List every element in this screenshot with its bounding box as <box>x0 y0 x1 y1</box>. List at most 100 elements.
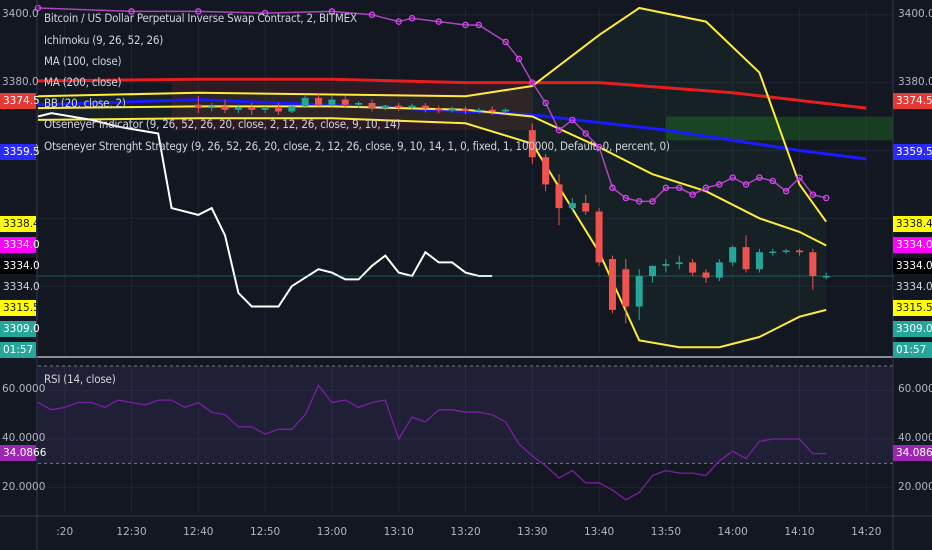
rsi-value-tag: 34.0866 <box>893 445 932 462</box>
price-tag: 3334.0 <box>893 257 932 274</box>
time-axis-label: 14:00 <box>717 526 748 538</box>
price-tag: 3309.0 <box>893 320 932 337</box>
bb-upper-line <box>37 6 828 223</box>
rsi-axis-label: 60.0000 <box>898 383 932 396</box>
price-tag: 3315.5 <box>0 299 40 316</box>
candle-body <box>341 99 349 105</box>
rsi-axis-label: 60.0000 <box>2 383 46 396</box>
price-tag: 3338.4 <box>0 215 40 232</box>
strategy-marker <box>529 79 536 86</box>
candle-body <box>395 105 403 108</box>
strategy-marker <box>542 99 549 107</box>
price-tag: 3334.0 <box>0 278 40 295</box>
time-axis-label: 12:40 <box>183 526 214 538</box>
strategy-marker <box>716 181 723 188</box>
strategy-marker <box>729 174 736 181</box>
rsi-band <box>38 366 893 464</box>
strategy-marker <box>635 198 643 205</box>
bb-fill <box>38 8 827 348</box>
strategy-marker <box>261 9 269 17</box>
time-axis-label: 14:10 <box>784 526 815 538</box>
candle-body <box>408 105 416 108</box>
candle-body <box>475 109 483 112</box>
strategy-marker <box>689 191 696 198</box>
candle-body <box>315 97 323 105</box>
candle-body <box>355 102 363 105</box>
rsi-axis-label: 40.0000 <box>2 432 46 444</box>
strategy-markers <box>34 4 830 205</box>
indicator-lines <box>37 6 893 349</box>
time-axis-label: 13:00 <box>316 526 348 538</box>
ma100-line <box>37 77 867 110</box>
price-tag: 3374.5 <box>893 93 932 110</box>
candle-body <box>675 262 683 265</box>
candle-body <box>502 109 510 112</box>
price-tag: 3334.0 <box>893 278 932 295</box>
candle-body <box>662 264 670 266</box>
time-axis-label: 12:50 <box>249 526 281 538</box>
time-axis-label: 12:30 <box>116 526 147 538</box>
candle-body <box>689 262 697 273</box>
strategy-marker <box>609 184 616 192</box>
symbol-title[interactable]: Bitcoin / US Dollar Perpetual Inverse Sw… <box>44 11 357 25</box>
strategy-marker <box>435 18 443 25</box>
candle-body <box>809 252 817 276</box>
grid-lines <box>38 8 893 512</box>
strategy-marker <box>756 174 763 181</box>
strategy-marker <box>782 187 790 195</box>
price-tag: 3359.5 <box>0 144 40 161</box>
candle-body <box>301 97 309 107</box>
legend-otseneyer[interactable]: Otseneyer Indicator (9, 26, 52, 26, 20, … <box>44 117 401 131</box>
candle-body <box>542 157 550 185</box>
candle-body <box>755 252 763 270</box>
legend-rsi[interactable]: RSI (14, close) <box>44 372 116 386</box>
candle-body <box>368 102 376 109</box>
candle-body <box>381 105 389 109</box>
strategy-marker <box>555 126 563 134</box>
candle-body <box>528 130 536 158</box>
candle-body <box>194 104 202 109</box>
strategy-marker <box>195 8 202 15</box>
candle-body <box>622 269 630 307</box>
legend-bb[interactable]: BB (20, close, 2) <box>44 96 126 110</box>
legend-ma100[interactable]: MA (100, close) <box>44 54 122 68</box>
strategy-marker <box>34 4 42 12</box>
candle-body <box>421 105 429 109</box>
price-tag: 3315.5 <box>893 299 932 316</box>
strategy-marker <box>702 184 710 192</box>
price-tag: 3374.5 <box>0 93 40 110</box>
legend-ichimoku[interactable]: Ichimoku (9, 26, 52, 26) <box>44 33 164 47</box>
candle-body <box>448 109 456 111</box>
candle-body <box>555 184 563 209</box>
strategy-marker <box>368 11 376 19</box>
candle-body <box>582 203 590 212</box>
legend-ma200[interactable]: MA (200, close) <box>44 75 122 89</box>
strategy-marker <box>328 8 336 15</box>
candle-body <box>488 109 496 112</box>
price-axis-label: 3380.0 <box>898 75 932 88</box>
rsi-value-tag: 34.0866 <box>0 445 46 462</box>
strategy-marker <box>395 18 402 25</box>
time-axis-label: 13:50 <box>650 526 682 538</box>
strategy-marker <box>582 130 589 137</box>
strategy-marker <box>742 181 750 188</box>
bb-lower-line <box>37 117 827 349</box>
candle-body <box>729 247 737 263</box>
rsi-line <box>37 384 827 501</box>
strategy-marker <box>769 177 777 185</box>
strategy-marker <box>475 21 483 29</box>
candle-body <box>234 107 242 110</box>
legend-strategy[interactable]: Otseneyer Strenght Strategy (9, 26, 52, … <box>44 139 670 153</box>
candle-body <box>795 250 803 253</box>
price-axis-label: 3380.0 <box>2 75 39 88</box>
rsi-pane <box>37 365 893 501</box>
candle-body <box>568 203 576 209</box>
price-tag: 3359.5 <box>893 144 932 161</box>
price-tag: 3334.0 <box>893 236 932 253</box>
price-tag: 3338.4 <box>893 215 932 232</box>
candle-body <box>649 265 657 276</box>
price-tag: 01:57 <box>893 341 932 358</box>
candle-body <box>635 275 643 307</box>
strategy-marker <box>649 198 656 205</box>
